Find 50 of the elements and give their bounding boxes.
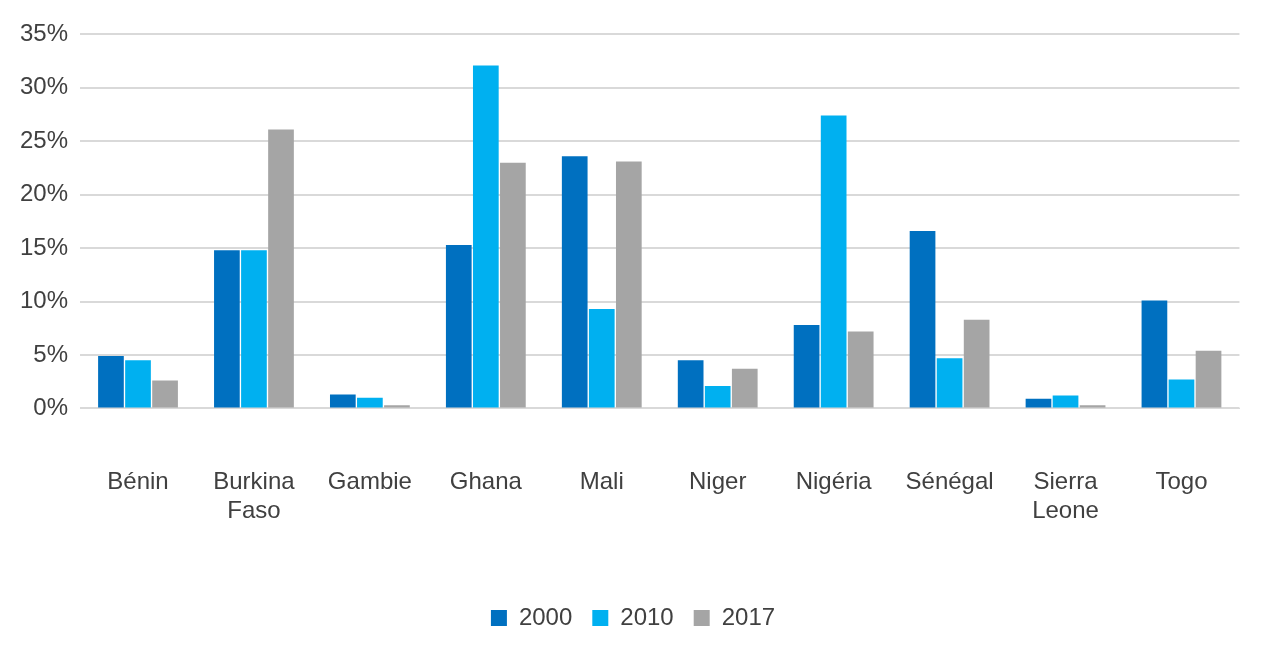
bar — [615, 161, 642, 408]
y-tick-label: 30% — [19, 72, 69, 100]
bar — [500, 162, 526, 408]
bar — [1168, 379, 1195, 408]
bar — [1052, 395, 1079, 408]
bar — [125, 360, 151, 408]
x-tick-label: Ghana — [449, 467, 523, 495]
y-tick-label: 10% — [19, 286, 69, 314]
bar — [704, 385, 731, 408]
legend-label: 2010 — [620, 602, 674, 630]
bar — [936, 358, 963, 408]
bar — [357, 397, 383, 408]
bar — [731, 368, 758, 408]
bar — [909, 231, 936, 408]
bar — [445, 244, 472, 408]
x-tick-label: Mali — [579, 467, 624, 495]
bar — [820, 115, 847, 408]
bar — [268, 129, 294, 408]
x-tick-label: Sénégal — [905, 467, 994, 495]
x-tick-label: Niger — [689, 467, 747, 495]
bar — [1141, 300, 1168, 408]
bar — [793, 325, 820, 408]
bar — [241, 250, 267, 408]
bar — [384, 405, 410, 408]
y-tick-label: 35% — [19, 19, 69, 47]
bar — [98, 356, 124, 408]
bar — [329, 394, 356, 408]
x-tick-label: Bénin — [107, 467, 169, 495]
legend-label: 2000 — [518, 602, 573, 630]
legend-label: 2017 — [721, 602, 776, 630]
bar — [963, 319, 990, 408]
bar — [1025, 398, 1052, 408]
y-tick-label: 5% — [33, 339, 69, 367]
bar — [472, 65, 499, 408]
y-tick-label: 0% — [33, 393, 69, 421]
x-tick-label: Togo — [1155, 467, 1208, 495]
bar — [677, 360, 704, 408]
y-tick-label: 20% — [19, 179, 69, 207]
y-tick-label: 15% — [19, 232, 69, 260]
bar — [561, 156, 588, 408]
bar — [847, 331, 874, 408]
x-tick-label: Nigéria — [795, 467, 873, 495]
x-tick-label: Burkina Faso — [213, 467, 296, 524]
bar — [588, 309, 615, 408]
x-tick-label: Sierra Leone — [1032, 467, 1099, 524]
bar — [152, 380, 178, 408]
y-tick-label: 25% — [19, 125, 69, 153]
x-tick-label: Gambie — [327, 467, 412, 495]
bar — [214, 250, 240, 408]
bar — [1195, 350, 1222, 408]
